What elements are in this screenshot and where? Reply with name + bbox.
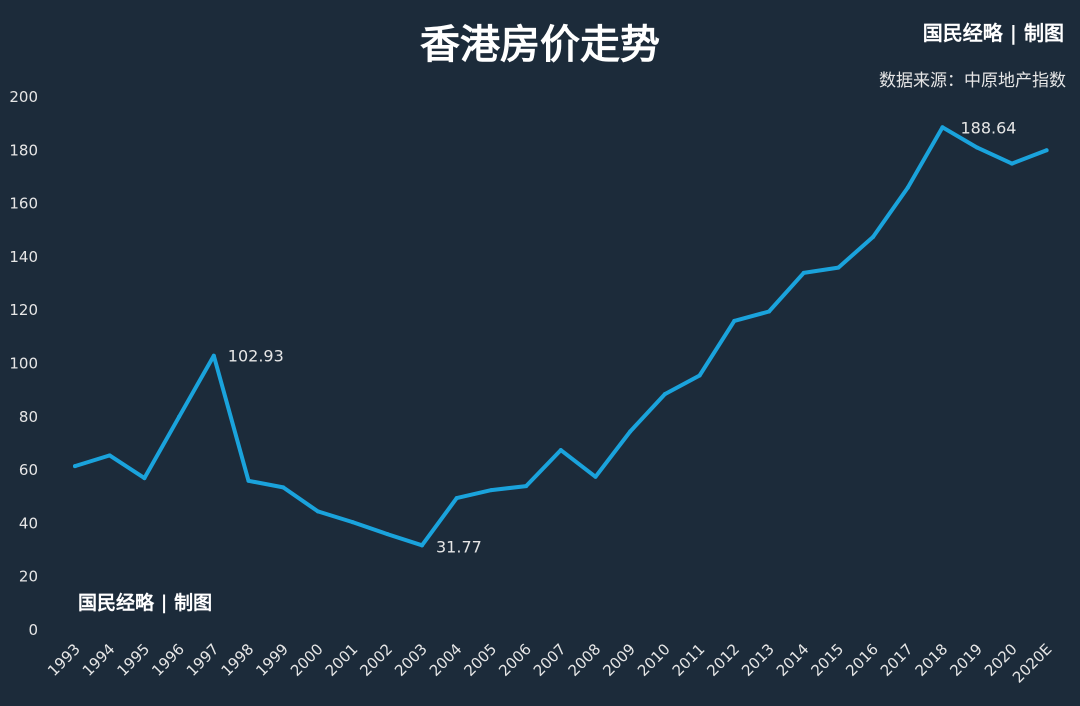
data-point [1009,161,1014,166]
x-tick-label: 1995 [113,640,153,680]
data-point [489,488,494,493]
x-tick-label: 2001 [322,640,362,680]
x-tick-label: 2002 [356,640,396,680]
y-tick-label: 120 [9,301,38,319]
data-point [940,125,945,130]
x-tick-label: 2003 [391,640,431,680]
watermark-label: 国民经略 | 制图 [78,591,212,614]
brand-label: 国民经略 | 制图 [923,21,1064,45]
y-tick-label: 140 [9,248,38,266]
data-point [315,509,320,514]
data-label: 102.93 [228,347,284,366]
x-tick-label: 1993 [44,640,84,680]
data-point [454,496,459,501]
data-point [524,484,529,489]
x-tick-label: 2009 [599,640,639,680]
data-point [593,474,598,479]
y-tick-label: 60 [19,461,38,479]
data-point [558,448,563,453]
data-point [281,485,286,490]
x-tick-label: 2017 [877,640,917,680]
y-tick-label: 20 [19,568,38,586]
x-tick-label: 2007 [530,640,570,680]
x-tick-label: 2005 [460,640,500,680]
x-tick-label: 2013 [738,640,778,680]
data-point [836,265,841,270]
data-point [662,392,667,397]
x-tick-label: 1999 [252,640,292,680]
data-label: 31.77 [436,537,482,556]
y-tick-label: 200 [9,88,38,106]
x-tick-label: 2020E [1009,640,1055,686]
data-point [177,414,182,419]
data-point [732,318,737,323]
y-tick-label: 180 [9,141,38,159]
data-point [385,532,390,537]
data-point [975,145,980,150]
data-point [107,453,112,458]
data-point [697,373,702,378]
source-label: 数据来源：中原地产指数 [879,71,1066,91]
data-point [246,478,251,483]
data-point [73,464,77,469]
data-point [801,270,806,275]
x-tick-label: 1994 [79,640,119,680]
x-tick-label: 2015 [807,640,847,680]
x-tick-label: 2004 [426,640,466,680]
x-tick-label: 1996 [148,640,188,680]
x-axis: 1993199419951996199719981999200020012002… [44,640,1055,686]
y-tick-label: 40 [19,514,38,532]
chart-title: 香港房价走势 [420,22,660,68]
x-tick-label: 2011 [669,640,709,680]
x-tick-label: 2014 [773,640,813,680]
data-label: 188.64 [961,118,1017,137]
data-point [628,429,633,434]
data-point [767,309,771,314]
x-tick-label: 1997 [183,640,223,680]
x-tick-label: 2008 [565,640,605,680]
y-tick-label: 160 [9,195,38,213]
data-point [871,234,876,239]
data-point [905,185,910,190]
x-tick-label: 2012 [703,640,743,680]
data-point [211,353,216,358]
data-point [420,543,424,548]
plot-area [73,125,1049,548]
data-point [1044,148,1049,153]
y-tick-label: 100 [9,355,38,373]
x-tick-label: 2010 [634,640,674,680]
x-tick-label: 2018 [912,640,952,680]
series-line [73,125,1049,548]
y-tick-label: 0 [28,621,38,639]
x-tick-label: 2016 [842,640,882,680]
x-tick-label: 2000 [287,640,327,680]
data-point [350,520,355,525]
y-tick-label: 80 [19,408,38,426]
x-tick-label: 2006 [495,640,535,680]
x-tick-label: 1998 [218,640,258,680]
y-axis: 0 20 40 60 80 100 120 140 160 180 200 [9,88,38,639]
data-labels: 102.93 31.77 188.64 [228,118,1017,556]
x-tick-label: 2019 [946,640,986,680]
data-point [142,476,147,481]
